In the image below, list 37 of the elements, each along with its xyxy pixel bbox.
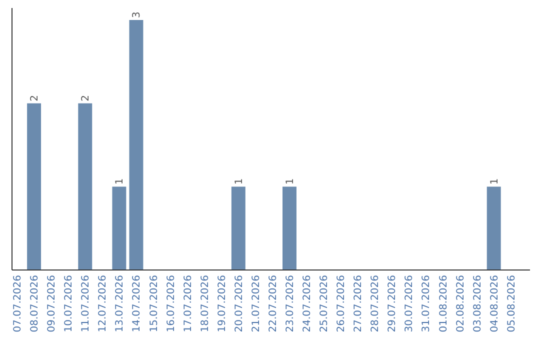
data-label: 1: [284, 178, 296, 185]
x-tick-label: 20.07.2026: [234, 275, 245, 332]
x-tick-label: 14.07.2026: [132, 275, 143, 332]
x-tick-label: 10.07.2026: [64, 275, 75, 332]
x-tick-label: 12.07.2026: [98, 275, 109, 332]
x-tick-label: 18.07.2026: [200, 275, 211, 332]
x-tick-label: 11.07.2026: [80, 275, 92, 332]
x-tick-label: 24.07.2026: [302, 275, 314, 332]
x-tick-label: 28.07.2026: [370, 275, 382, 332]
x-tick-label: 29.07.2026: [387, 275, 398, 332]
data-label: 2: [80, 94, 92, 102]
x-tick-label: 30.07.2026: [404, 275, 416, 332]
x-tick-label: 25.07.2026: [319, 275, 330, 332]
x-tick-label: 23.07.2026: [284, 275, 296, 332]
x-tick-label: 04.08.2026: [489, 275, 500, 332]
x-tick-label: 22.07.2026: [268, 275, 279, 332]
data-label: 3: [132, 12, 143, 18]
x-tick-label: 15.07.2026: [148, 275, 160, 332]
x-tick-label: 08.07.2026: [30, 275, 41, 332]
x-tick-label: 01.08.2026: [438, 275, 450, 332]
x-tick-label: 19.07.2026: [216, 275, 228, 332]
data-label: 2: [30, 94, 41, 102]
x-tick-label: 31.07.2026: [421, 275, 432, 332]
x-tick-label: 13.07.2026: [114, 275, 126, 332]
x-tick-label: 03.08.2026: [472, 275, 484, 332]
x-tick-label: 17.07.2026: [182, 275, 194, 332]
x-tick-label: 27.07.2026: [353, 275, 364, 332]
x-tick-label: 09.07.2026: [46, 275, 58, 332]
x-tick-label: 21.07.2026: [250, 275, 262, 332]
data-label: 1: [489, 178, 500, 185]
data-label: 1: [114, 178, 126, 185]
data-label: 1: [234, 178, 245, 185]
x-tick-label: 26.07.2026: [336, 275, 348, 332]
x-tick-label: 05.08.2026: [506, 275, 518, 332]
x-tick-label: 02.08.2026: [455, 275, 466, 332]
x-tick-label: 16.07.2026: [166, 275, 177, 332]
x-tick-label: 07.07.2026: [12, 275, 24, 332]
